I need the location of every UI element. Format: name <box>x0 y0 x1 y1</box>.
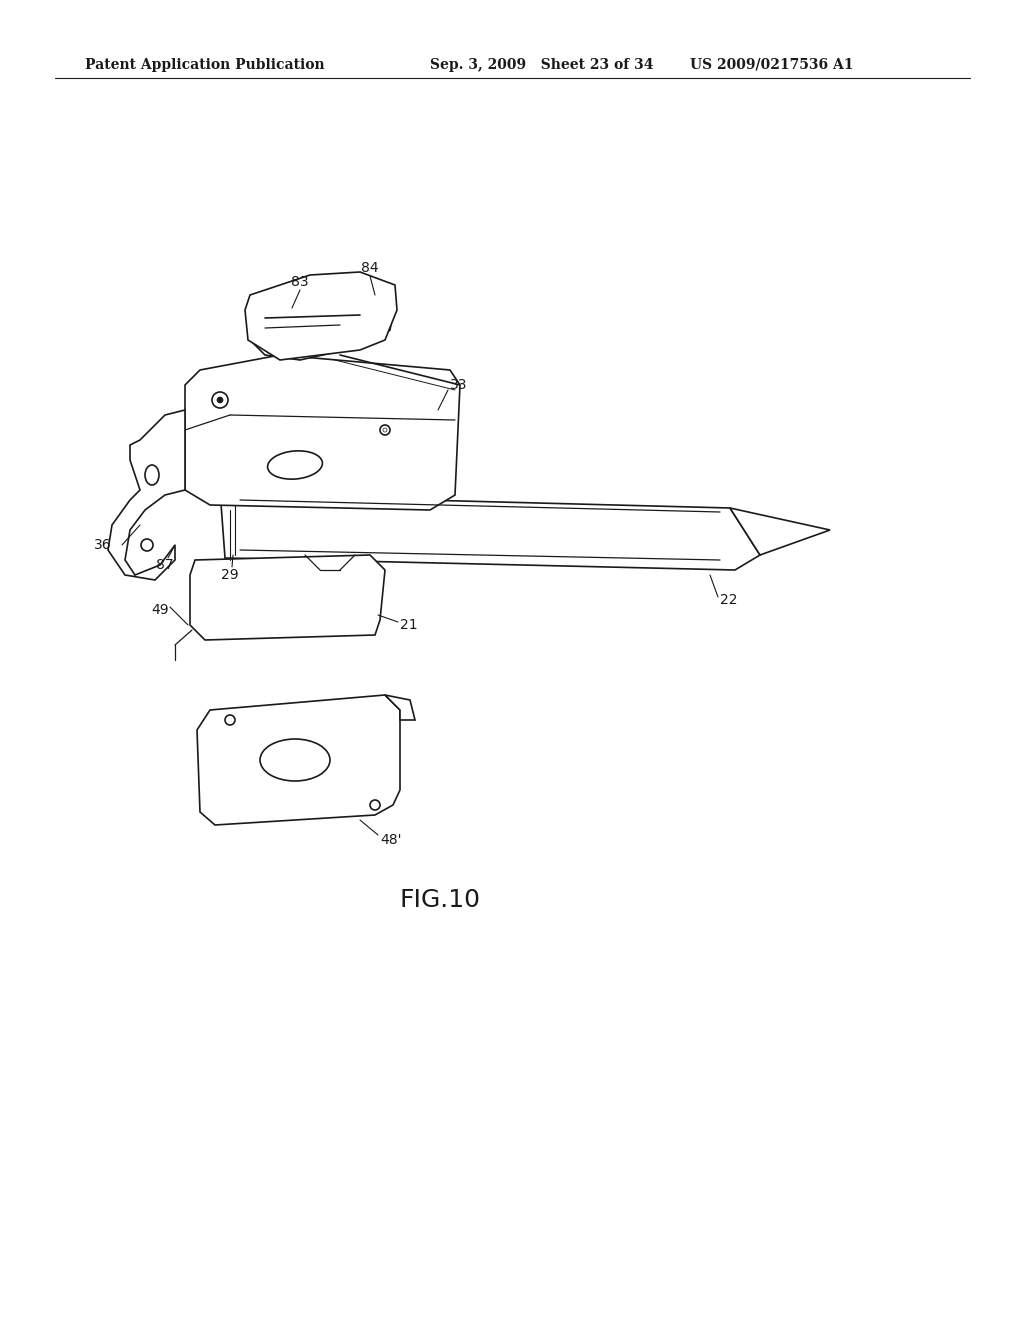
Circle shape <box>370 800 380 810</box>
Text: 87: 87 <box>157 558 174 572</box>
Text: 21: 21 <box>400 618 418 632</box>
Polygon shape <box>730 508 830 554</box>
Text: 83: 83 <box>291 275 309 289</box>
Circle shape <box>212 392 228 408</box>
Circle shape <box>368 304 392 327</box>
Circle shape <box>217 397 223 403</box>
Text: Sep. 3, 2009   Sheet 23 of 34: Sep. 3, 2009 Sheet 23 of 34 <box>430 58 653 73</box>
Polygon shape <box>108 411 185 579</box>
Text: 29: 29 <box>221 568 239 582</box>
Text: 48': 48' <box>380 833 401 847</box>
Circle shape <box>225 715 234 725</box>
Polygon shape <box>190 554 385 640</box>
Text: 36: 36 <box>94 539 112 552</box>
Text: 22: 22 <box>720 593 737 607</box>
Ellipse shape <box>267 451 323 479</box>
Circle shape <box>141 539 153 550</box>
Circle shape <box>383 428 387 432</box>
Circle shape <box>376 312 384 319</box>
Polygon shape <box>250 280 395 360</box>
Ellipse shape <box>260 739 330 781</box>
Circle shape <box>380 425 390 436</box>
Polygon shape <box>245 272 397 360</box>
Text: US 2009/0217536 A1: US 2009/0217536 A1 <box>690 58 853 73</box>
Ellipse shape <box>145 465 159 484</box>
Text: Patent Application Publication: Patent Application Publication <box>85 58 325 73</box>
Polygon shape <box>220 490 760 570</box>
Polygon shape <box>185 355 460 510</box>
Text: 33: 33 <box>450 378 468 392</box>
Text: FIG.10: FIG.10 <box>399 888 480 912</box>
Text: 84: 84 <box>361 261 379 275</box>
Polygon shape <box>197 696 400 825</box>
Polygon shape <box>385 696 415 719</box>
Text: 49: 49 <box>152 603 169 616</box>
